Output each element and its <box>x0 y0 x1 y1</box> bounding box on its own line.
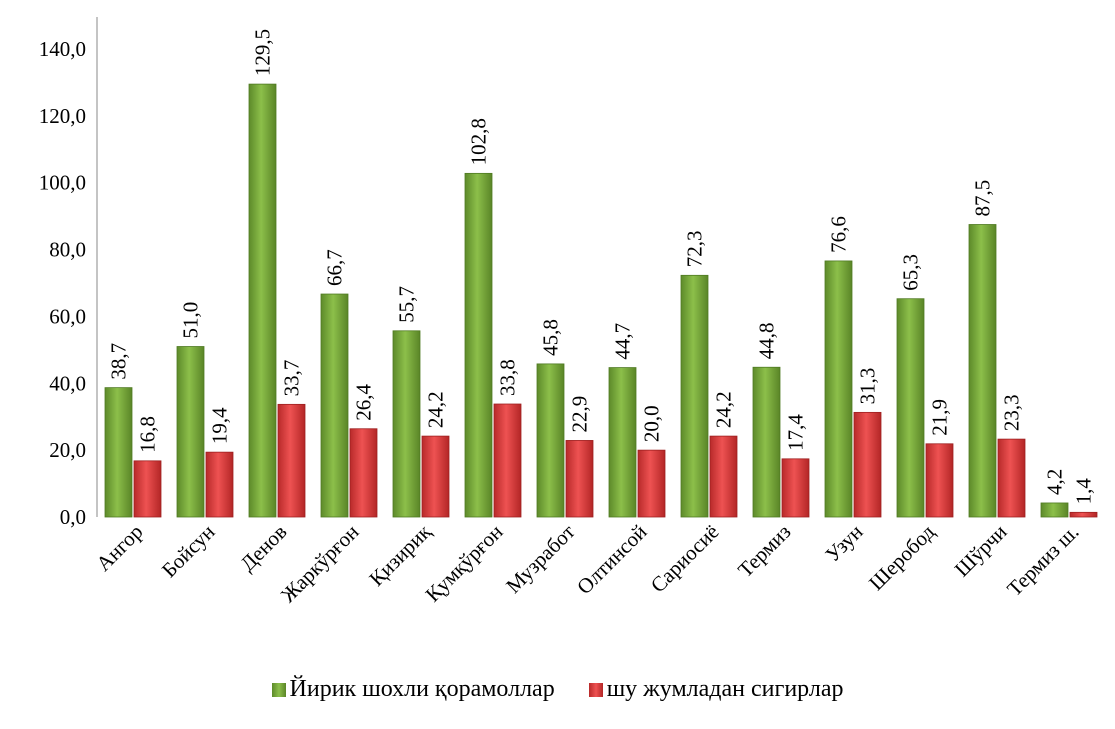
x-tick-label: Музработ <box>501 520 579 598</box>
bar-cattle <box>248 83 277 518</box>
legend-item-series-2: шу жумладан сигирлар <box>588 676 844 703</box>
bar-cows <box>637 449 666 518</box>
x-tick-label: Шўрчи <box>950 520 1012 582</box>
data-label: 129,5 <box>251 29 275 76</box>
data-label: 65,3 <box>899 254 923 291</box>
y-axis-ticks: 0,0 20,0 40,0 60,0 80,0 100,0 120,0 140,0 <box>39 37 86 529</box>
y-tick-label: 40,0 <box>49 371 86 395</box>
data-label: 33,8 <box>496 359 520 396</box>
data-label: 66,7 <box>323 249 347 286</box>
data-label: 102,8 <box>467 118 491 165</box>
y-tick-label: 120,0 <box>39 104 86 128</box>
bar-cattle <box>1040 502 1069 518</box>
data-label: 38,7 <box>107 343 131 380</box>
data-labels-group: 38,7 16,8 51,0 19,4 129,5 33,7 66,7 26,4 55,7 24,… <box>107 29 1096 504</box>
bar-cattle <box>464 172 493 518</box>
bar-cows <box>853 411 882 518</box>
data-label: 72,3 <box>683 231 707 268</box>
data-label: 21,9 <box>928 399 952 436</box>
bar-cows <box>133 460 162 518</box>
bar-cows <box>565 440 594 518</box>
data-label: 20,0 <box>640 405 664 442</box>
x-tick-label: Узун <box>820 520 867 567</box>
bar-cattle <box>968 224 997 518</box>
x-tick-label: Қумқўрғон <box>421 520 508 607</box>
x-tick-label: Олтинсой <box>572 520 651 599</box>
bar-cattle <box>536 363 565 518</box>
x-tick-label: Термиз ш. <box>1002 520 1083 601</box>
y-tick-label: 80,0 <box>49 238 86 262</box>
legend: Йирик шохли қорамоллар шу жумладан сигир… <box>0 676 1115 704</box>
data-label: 19,4 <box>208 407 232 444</box>
y-tick-label: 140,0 <box>39 37 86 61</box>
data-label: 44,8 <box>755 322 779 359</box>
y-tick-label: 60,0 <box>49 304 86 328</box>
bar-cows <box>277 403 306 518</box>
bar-cows <box>1069 511 1098 518</box>
bar-cattle <box>320 293 349 518</box>
y-tick-label: 100,0 <box>39 171 86 195</box>
legend-label-series-1: Йирик шохли қорамоллар <box>289 676 555 702</box>
y-tick-label: 20,0 <box>49 438 86 462</box>
data-label: 76,6 <box>827 216 851 253</box>
data-label: 87,5 <box>971 180 995 217</box>
bar-cows <box>493 403 522 518</box>
bar-cattle <box>896 298 925 518</box>
bar-cattle <box>608 367 637 518</box>
bar-cattle <box>824 260 853 518</box>
data-label: 24,2 <box>424 391 448 428</box>
bar-cattle <box>104 387 133 518</box>
data-label: 44,7 <box>611 323 635 360</box>
bar-cattle <box>176 346 205 518</box>
bar-cows <box>709 435 738 518</box>
legend-label-series-2: шу жумладан сигирлар <box>606 676 844 702</box>
legend-item-series-1: Йирик шохли қорамоллар <box>271 676 555 703</box>
x-tick-label: Жаркўрғон <box>276 520 363 607</box>
data-label: 22,9 <box>568 396 592 433</box>
bars-group <box>104 83 1098 518</box>
x-tick-label: Шеробод <box>864 519 940 595</box>
data-label: 23,3 <box>1000 394 1024 431</box>
bar-cows <box>997 438 1026 518</box>
bar-cows <box>205 451 234 518</box>
bar-cows <box>349 428 378 518</box>
data-label: 16,8 <box>136 416 160 453</box>
bar-cattle <box>752 366 781 518</box>
data-label: 55,7 <box>395 286 419 323</box>
bar-cows <box>925 443 954 518</box>
data-label: 45,8 <box>539 319 563 356</box>
y-tick-label: 0,0 <box>60 505 86 529</box>
legend-swatch-red <box>588 682 603 697</box>
data-label: 17,4 <box>784 414 808 451</box>
bar-cows <box>781 458 810 518</box>
bar-cattle <box>680 274 709 518</box>
legend-swatch-green <box>271 682 286 697</box>
data-label: 24,2 <box>712 391 736 428</box>
data-label: 4,2 <box>1043 469 1067 495</box>
x-tick-label: Денов <box>235 520 291 576</box>
bar-cattle <box>392 330 421 518</box>
data-label: 51,0 <box>179 302 203 339</box>
bar-cows <box>421 435 450 518</box>
x-tick-label: Бойсун <box>157 520 220 583</box>
x-tick-label: Қизириқ <box>364 519 436 591</box>
data-label: 26,4 <box>352 383 376 420</box>
x-tick-label: Ангор <box>91 520 147 576</box>
x-tick-label: Термиз <box>733 520 795 582</box>
data-label: 33,7 <box>280 360 304 397</box>
data-label: 1,4 <box>1072 478 1096 505</box>
data-label: 31,3 <box>856 368 880 405</box>
x-tick-label: Сариосиё <box>646 520 724 598</box>
